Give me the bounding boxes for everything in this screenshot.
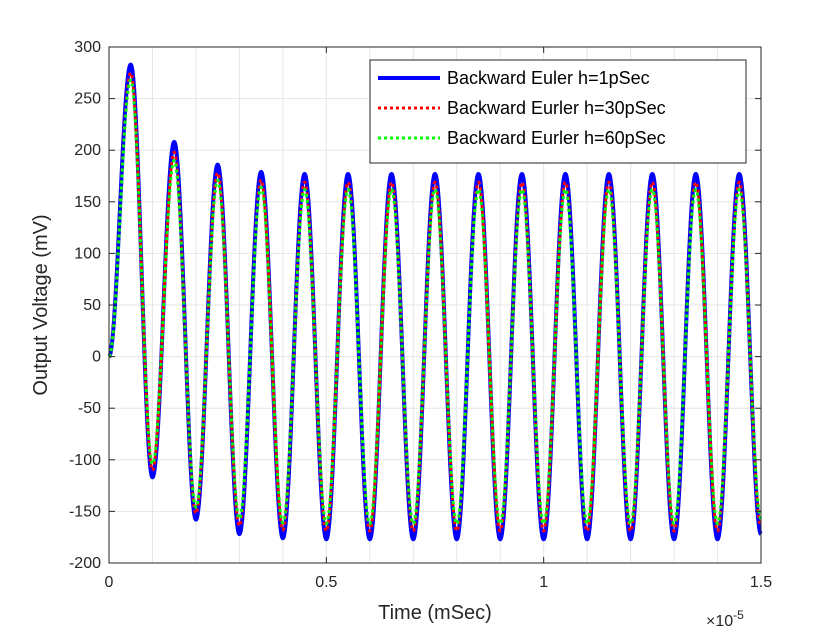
legend-label-1: Backward Euler h=1pSec [447, 68, 650, 88]
y-tick-label: 50 [83, 297, 101, 314]
y-tick-label: 200 [74, 142, 101, 159]
x-exponent-power: -5 [733, 608, 744, 622]
x-axis-label: Time (mSec) [378, 602, 492, 624]
y-tick-label: -200 [69, 555, 101, 572]
x-exponent-base: ×10 [706, 613, 733, 630]
legend-label-2: Backward Eurler h=30pSec [447, 98, 666, 118]
x-tick-label: 1 [539, 574, 548, 591]
axis-labels: Time (mSec) Output Voltage (mV) ×10-5 [30, 214, 744, 630]
y-axis-label: Output Voltage (mV) [30, 214, 52, 395]
legend-label-3: Backward Eurler h=60pSec [447, 128, 666, 148]
x-tick-label: 0.5 [315, 574, 337, 591]
y-tick-label: 100 [74, 245, 101, 262]
series-layer [107, 62, 763, 542]
y-tick-label: -150 [69, 503, 101, 520]
y-tick-label: 0 [92, 349, 101, 366]
x-tick-label: 1.5 [750, 574, 772, 591]
series-line-2 [107, 71, 763, 533]
y-tick-label: 150 [74, 194, 101, 211]
ticks: 0 0.5 1 1.5 300 250 200 150 100 50 0 -50 -100 -150 -20… [69, 39, 772, 591]
y-tick-label: 250 [74, 91, 101, 108]
y-tick-label: -100 [69, 452, 101, 469]
series-line-3 [107, 78, 763, 526]
x-exponent-label: ×10-5 [706, 608, 744, 630]
legend: Backward Euler h=1pSec Backward Eurler h=… [369, 59, 747, 164]
y-tick-label: 300 [74, 39, 101, 56]
y-tick-label: -50 [78, 400, 101, 417]
series-line-1 [107, 62, 763, 542]
x-tick-label: 0 [105, 574, 114, 591]
